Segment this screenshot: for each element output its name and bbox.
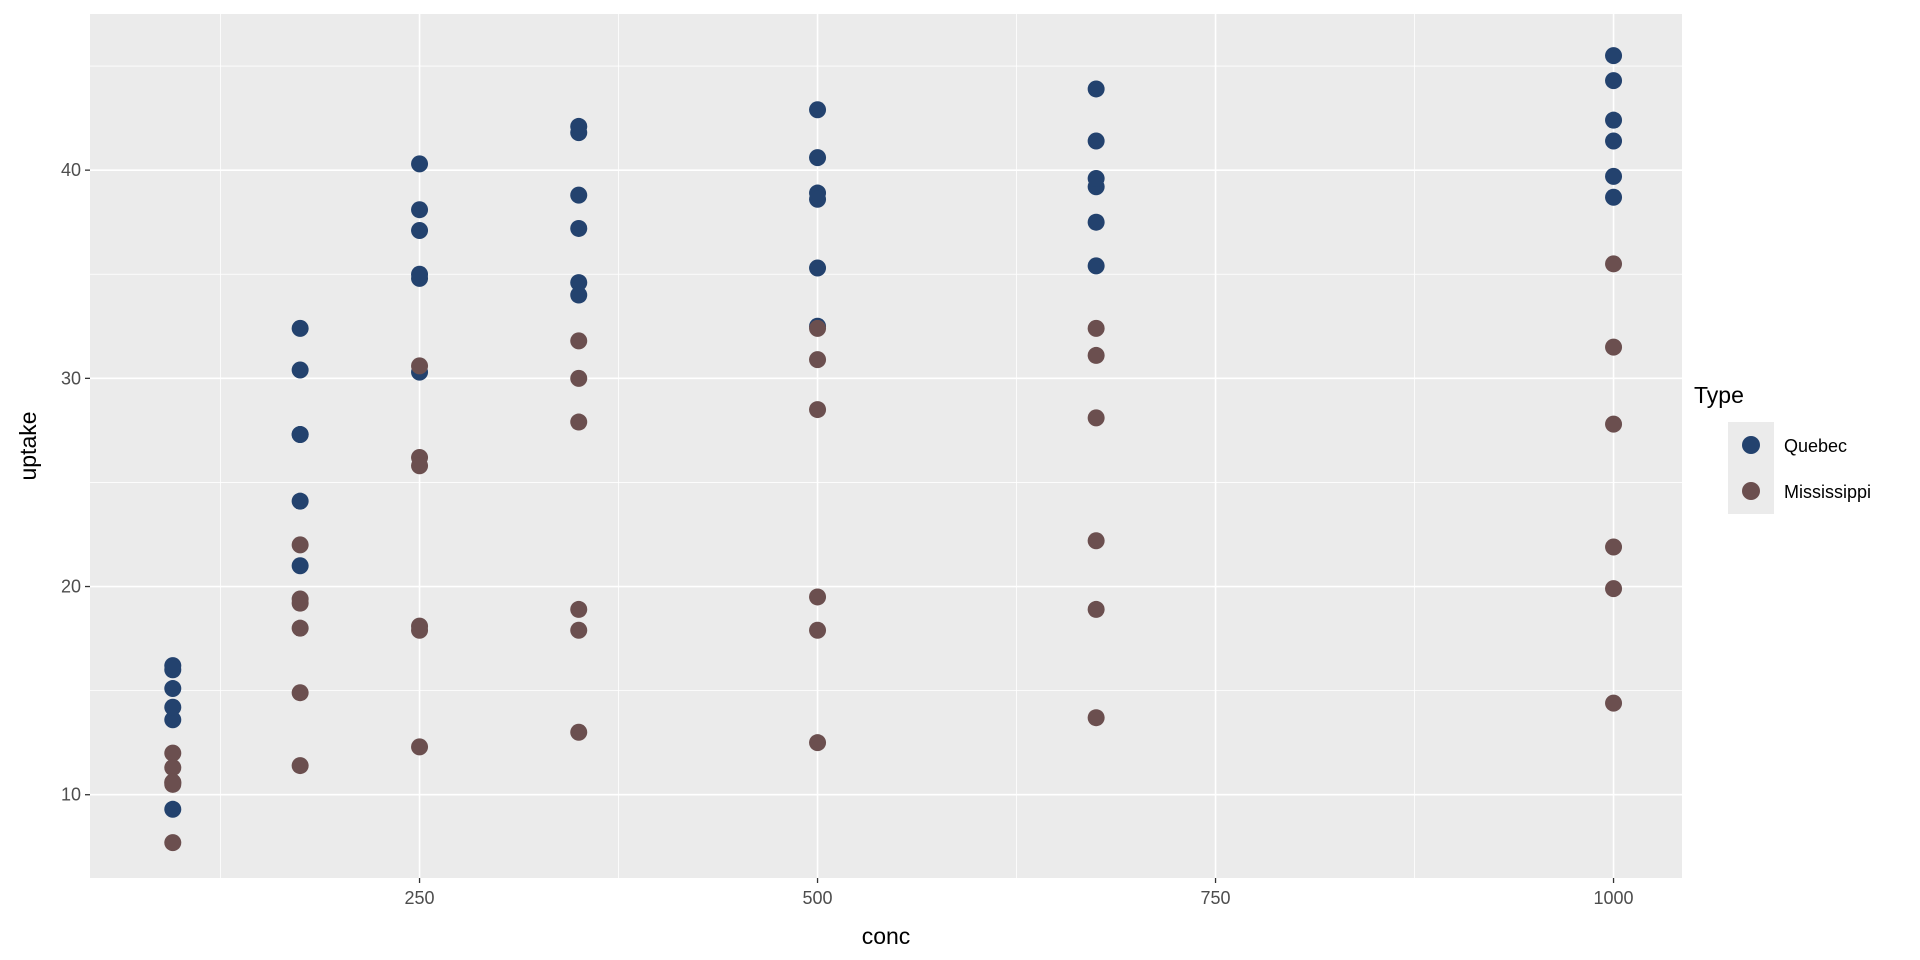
axis-ticks <box>85 169 1615 883</box>
data-point-quebec <box>570 117 588 135</box>
data-point-quebec <box>1605 188 1623 206</box>
data-point-quebec <box>809 259 827 277</box>
data-point-mississippi <box>1087 346 1105 364</box>
data-point-quebec <box>411 201 429 219</box>
data-point-quebec <box>1605 47 1623 65</box>
data-point-mississippi <box>164 759 182 777</box>
y-tick-label: 20 <box>61 577 81 597</box>
x-tick-label: 250 <box>405 888 435 908</box>
data-point-quebec <box>1087 132 1105 150</box>
legend: Type Quebec Mississippi <box>1694 382 1871 514</box>
y-tick-label: 30 <box>61 368 81 388</box>
data-point-mississippi <box>570 621 588 639</box>
data-point-quebec <box>570 274 588 292</box>
data-point-mississippi <box>164 744 182 762</box>
data-point-quebec <box>1605 132 1623 150</box>
data-point-mississippi <box>411 621 429 639</box>
x-tick-label: 500 <box>803 888 833 908</box>
data-point-mississippi <box>1087 319 1105 337</box>
data-point-mississippi <box>809 319 827 337</box>
grid-major <box>90 14 1682 878</box>
data-point-mississippi <box>570 600 588 618</box>
data-point-quebec <box>809 149 827 167</box>
y-tick-label: 10 <box>61 785 81 805</box>
plot-panel <box>90 14 1682 878</box>
data-point-mississippi <box>1087 409 1105 427</box>
data-points <box>164 47 1623 852</box>
legend-label-mississippi: Mississippi <box>1784 482 1871 502</box>
data-point-quebec <box>164 800 182 818</box>
y-tick-label: 40 <box>61 160 81 180</box>
x-axis-title: conc <box>862 923 911 949</box>
data-point-mississippi <box>291 536 309 554</box>
data-point-mississippi <box>570 723 588 741</box>
legend-key-mississippi <box>1742 482 1760 500</box>
data-point-quebec <box>164 680 182 698</box>
data-point-mississippi <box>1605 580 1623 598</box>
data-point-quebec <box>164 657 182 675</box>
data-point-mississippi <box>1605 694 1623 712</box>
data-point-mississippi <box>570 332 588 350</box>
data-point-quebec <box>1087 80 1105 98</box>
data-point-mississippi <box>809 588 827 606</box>
data-point-mississippi <box>1605 255 1623 273</box>
data-point-quebec <box>809 190 827 208</box>
x-tick-label: 750 <box>1201 888 1231 908</box>
data-point-mississippi <box>809 351 827 369</box>
data-point-quebec <box>1605 167 1623 185</box>
data-point-mississippi <box>809 401 827 419</box>
data-point-quebec <box>291 319 309 337</box>
data-point-quebec <box>1087 257 1105 275</box>
legend-title: Type <box>1694 382 1744 408</box>
grid-minor <box>90 14 1682 878</box>
data-point-mississippi <box>164 834 182 852</box>
data-point-quebec <box>291 557 309 575</box>
data-point-mississippi <box>411 457 429 475</box>
data-point-mississippi <box>291 684 309 702</box>
data-point-quebec <box>291 361 309 379</box>
data-point-mississippi <box>1605 538 1623 556</box>
data-point-quebec <box>570 286 588 304</box>
data-point-mississippi <box>291 590 309 608</box>
data-point-mississippi <box>570 369 588 387</box>
data-point-quebec <box>291 492 309 510</box>
data-point-quebec <box>570 186 588 204</box>
data-point-quebec <box>411 222 429 240</box>
legend-key-quebec <box>1742 436 1760 454</box>
data-point-mississippi <box>1605 338 1623 356</box>
data-point-quebec <box>1087 213 1105 231</box>
data-point-mississippi <box>291 619 309 637</box>
data-point-mississippi <box>291 757 309 775</box>
data-point-quebec <box>570 219 588 237</box>
data-point-quebec <box>1605 72 1623 90</box>
data-point-quebec <box>1605 111 1623 129</box>
axis-tick-labels: 250 500 750 1000 10 20 30 40 <box>61 160 1634 908</box>
data-point-quebec <box>809 101 827 119</box>
data-point-quebec <box>411 265 429 283</box>
data-point-mississippi <box>411 357 429 375</box>
data-point-mississippi <box>1087 709 1105 727</box>
data-point-quebec <box>291 426 309 444</box>
data-point-mississippi <box>570 413 588 431</box>
data-point-quebec <box>411 155 429 173</box>
legend-label-quebec: Quebec <box>1784 436 1847 456</box>
data-point-quebec <box>164 698 182 716</box>
data-point-mississippi <box>1087 532 1105 550</box>
data-point-quebec <box>164 711 182 729</box>
data-point-mississippi <box>164 773 182 791</box>
data-point-mississippi <box>1087 600 1105 618</box>
y-axis-title: uptake <box>15 411 41 480</box>
data-point-mississippi <box>1605 415 1623 433</box>
data-point-mississippi <box>809 734 827 752</box>
data-point-mississippi <box>411 738 429 756</box>
data-point-mississippi <box>809 621 827 639</box>
x-tick-label: 1000 <box>1594 888 1634 908</box>
data-point-quebec <box>1087 169 1105 187</box>
